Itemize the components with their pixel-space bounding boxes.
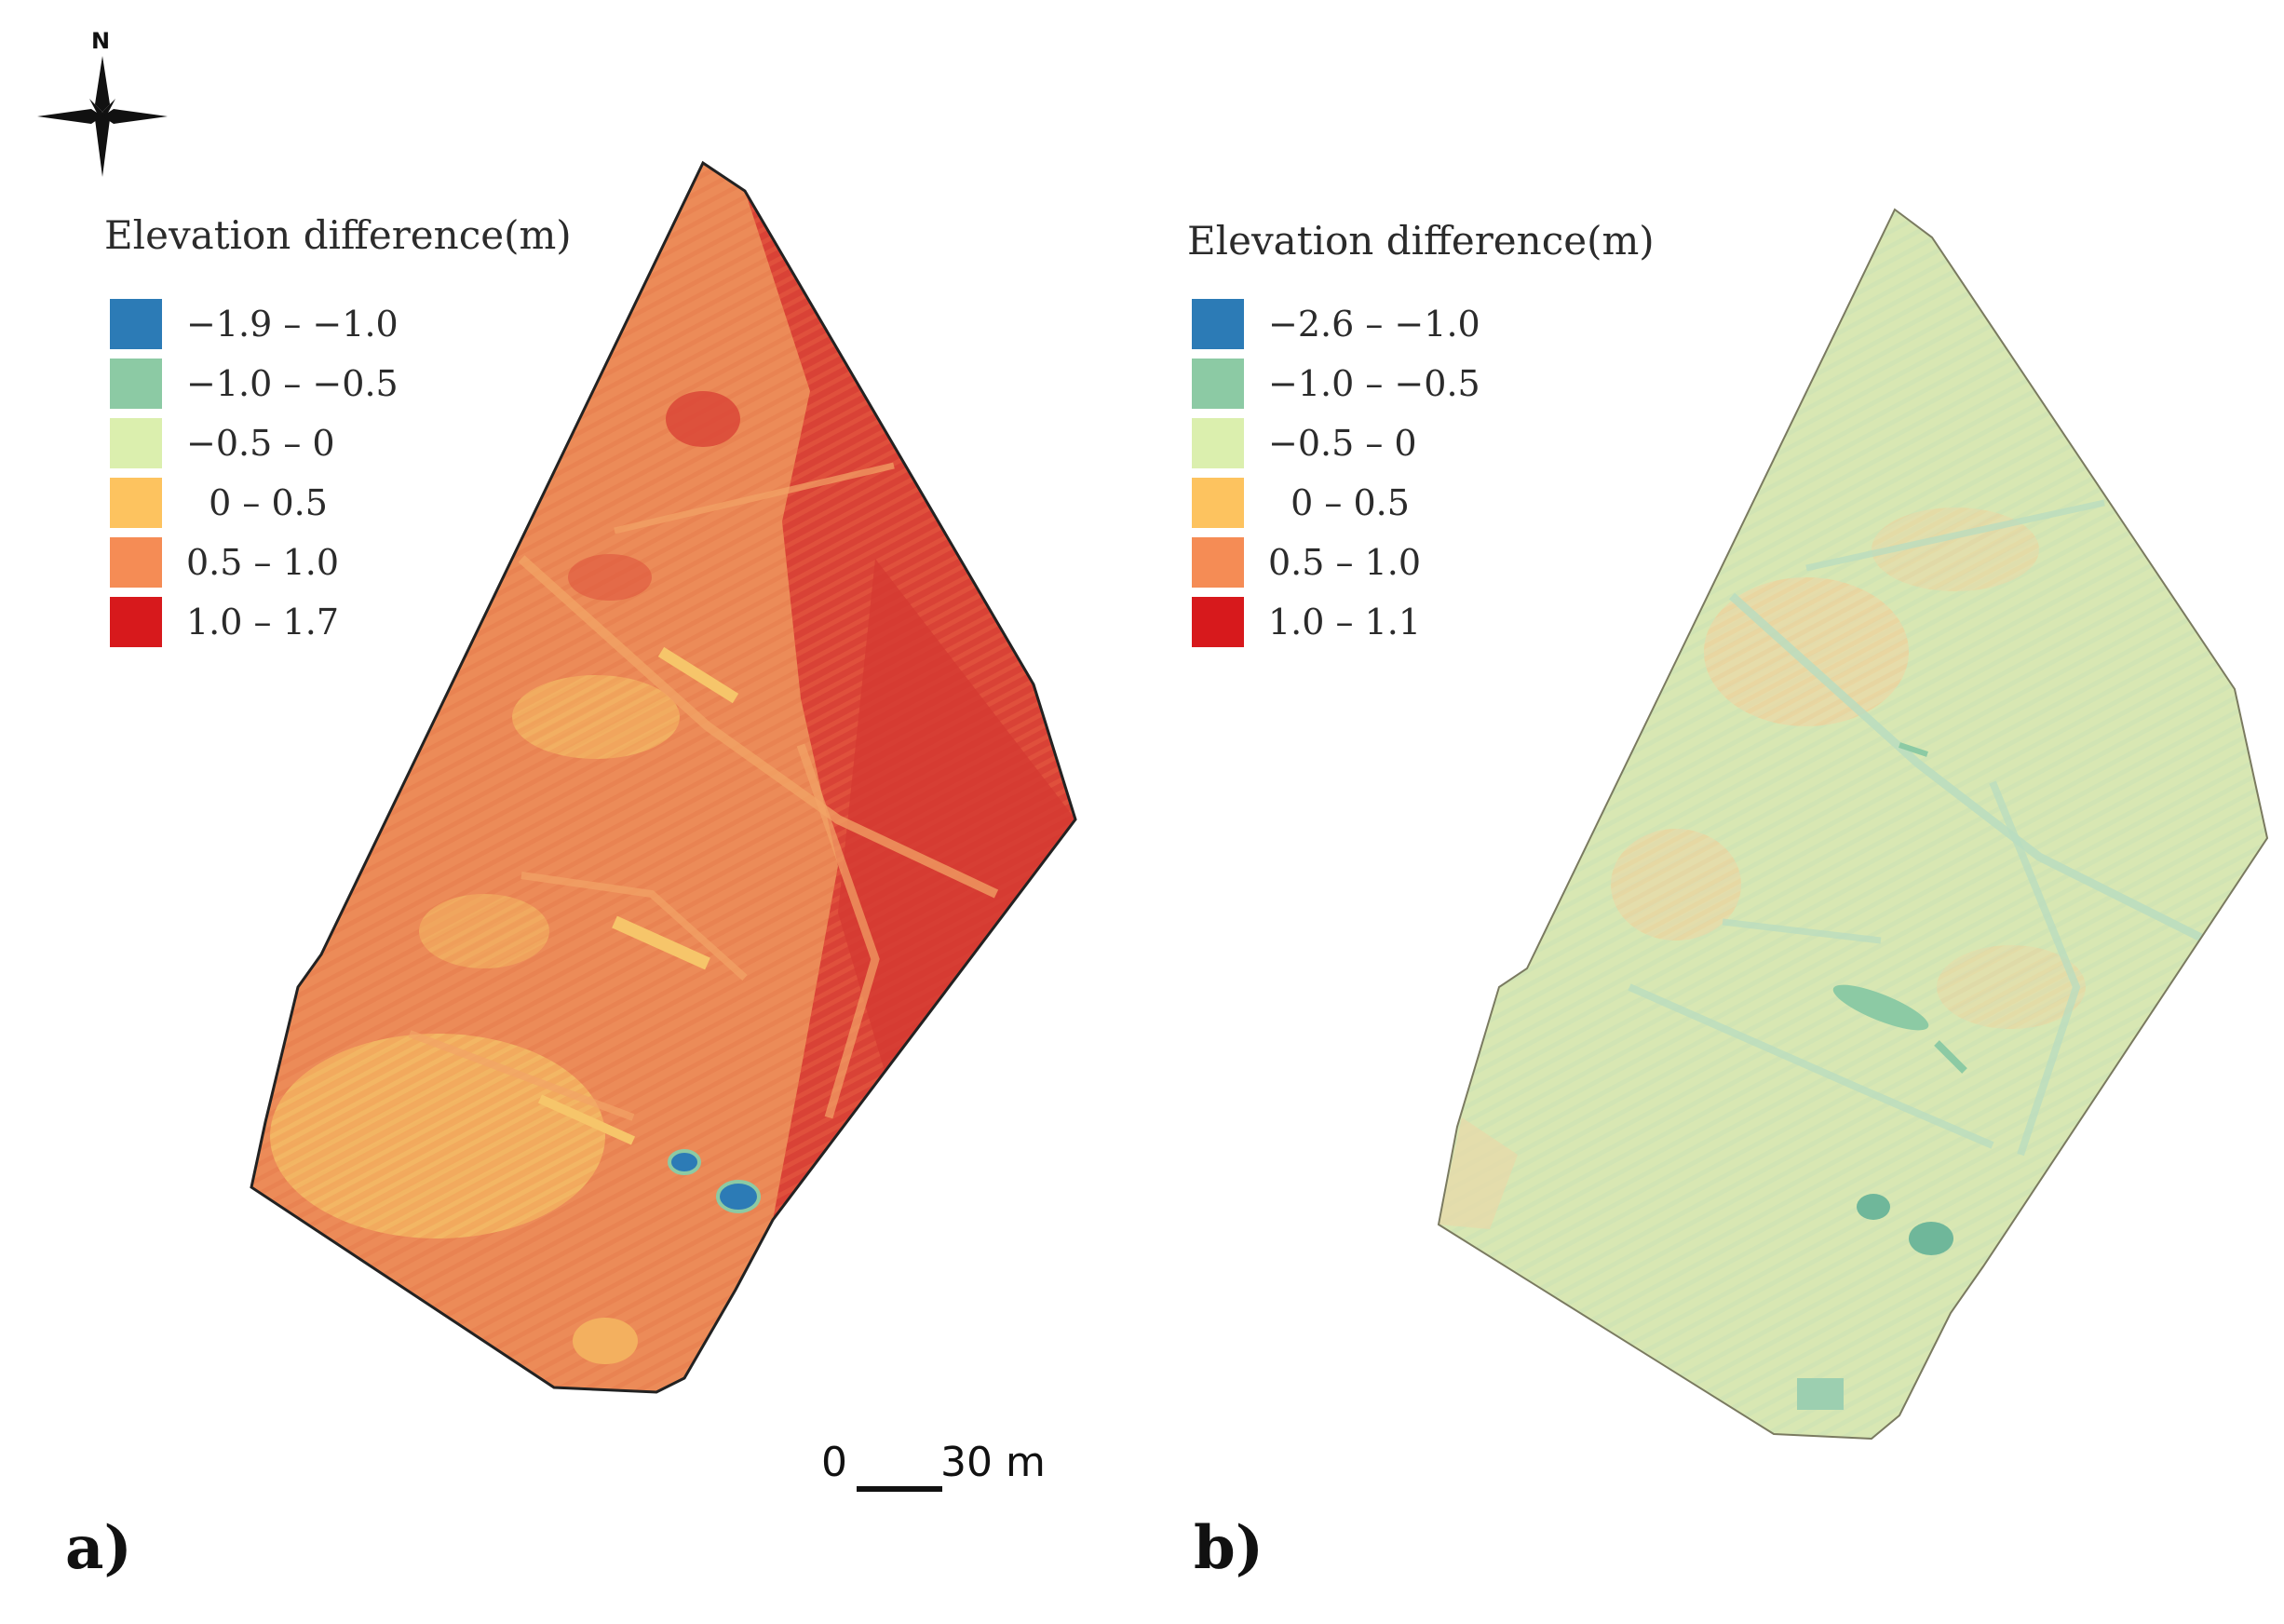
panel-label-a: a) [65,1513,132,1583]
legend-label: 0.5 – 1.0 [186,542,340,583]
map-b [1437,208,2269,1441]
legend-a-row: 1.0 – 1.7 [110,596,339,648]
map-a [250,160,1077,1394]
legend-label: 0 – 0.5 [186,482,328,523]
legend-a-row: 0 – 0.5 [110,477,328,529]
legend-a-row: 0.5 – 1.0 [110,536,339,589]
legend-label: 1.0 – 1.7 [186,602,340,643]
legend-swatch [110,418,162,468]
legend-a-row: −1.0 – −0.5 [110,358,399,410]
legend-swatch [1192,418,1244,468]
legend-label: 1.0 – 1.1 [1268,602,1422,643]
legend-label: −2.6 – −1.0 [1268,304,1480,345]
legend-b-row: 0.5 – 1.0 [1192,536,1421,589]
legend-swatch [1192,537,1244,588]
legend-label: −1.0 – −0.5 [1268,363,1480,404]
legend-swatch [110,478,162,528]
legend-label: 0.5 – 1.0 [1268,542,1422,583]
legend-swatch [110,537,162,588]
legend-a-title: Elevation difference(m) [104,212,572,258]
legend-label: −1.9 – −1.0 [186,304,399,345]
scale-bar-end: 30 m [940,1439,1046,1486]
legend-b-title: Elevation difference(m) [1187,218,1655,264]
legend-b-row: 0 – 0.5 [1192,477,1410,529]
legend-swatch [110,299,162,349]
legend-b-row: −2.6 – −1.0 [1192,298,1480,350]
legend-label: −0.5 – 0 [186,423,335,464]
legend-swatch [110,359,162,409]
legend-b-row: 1.0 – 1.1 [1192,596,1421,648]
legend-label: −0.5 – 0 [1268,423,1417,464]
legend-swatch [110,597,162,647]
scale-bar-start: 0 [821,1439,847,1486]
legend-swatch [1192,597,1244,647]
north-letter: N [91,28,111,54]
panel-label-b: b) [1194,1513,1264,1583]
legend-a-row: −1.9 – −1.0 [110,298,399,350]
legend-b-row: −1.0 – −0.5 [1192,358,1480,410]
north-arrow: N [37,28,168,177]
legend-a-row: −0.5 – 0 [110,417,335,469]
legend-swatch [1192,359,1244,409]
legend-swatch [1192,299,1244,349]
legend-swatch [1192,478,1244,528]
legend-b-row: −0.5 – 0 [1192,417,1417,469]
scale-bar-line [857,1486,942,1492]
north-arrow-icon [37,56,168,177]
legend-label: −1.0 – −0.5 [186,363,399,404]
legend-label: 0 – 0.5 [1268,482,1410,523]
